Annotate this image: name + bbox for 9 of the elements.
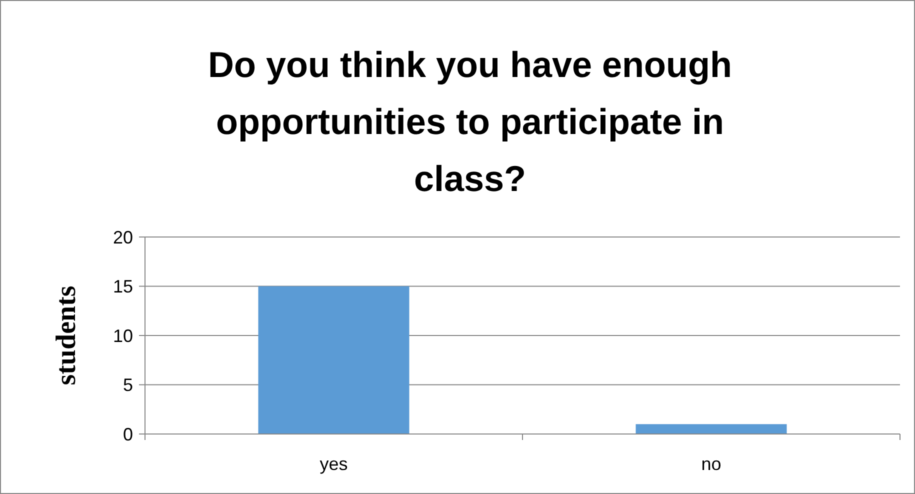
chart-title: Do you think you have enough opportunities to participate in class? xyxy=(208,44,732,199)
x-tick-label: no xyxy=(701,454,722,474)
y-tick-label: 0 xyxy=(122,424,133,444)
y-tick-label: 20 xyxy=(112,227,133,248)
y-tick-label: 10 xyxy=(112,326,133,346)
y-axis-title: students xyxy=(51,286,82,386)
y-tick-label: 5 xyxy=(122,375,133,396)
y-tick-label: 15 xyxy=(112,276,133,297)
x-tick-label: yes xyxy=(320,454,348,474)
